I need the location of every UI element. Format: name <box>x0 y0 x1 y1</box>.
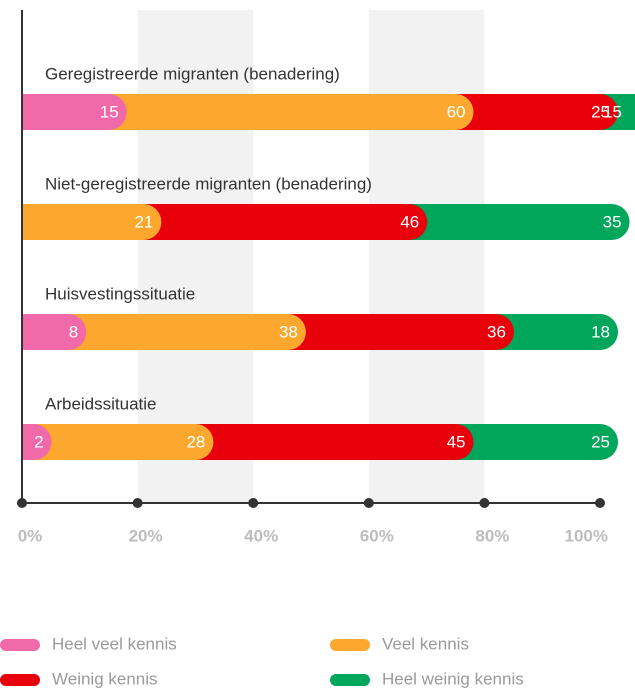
bar-segment <box>50 314 306 350</box>
value-label: 8 <box>69 322 78 341</box>
value-label: 21 <box>134 212 153 231</box>
value-label: 18 <box>591 322 610 341</box>
bar-segment <box>437 424 618 460</box>
x-tick-label: 60% <box>360 526 394 545</box>
tick-dot <box>17 498 27 508</box>
value-label: 15 <box>100 102 119 121</box>
category-label: Huisvestingssituatie <box>45 284 195 303</box>
value-label: 36 <box>487 322 506 341</box>
bar-segment <box>477 314 618 350</box>
category-label: Niet-geregistreerde migranten (benaderin… <box>45 174 372 193</box>
bar-segment <box>22 314 87 350</box>
bar-segment <box>391 204 630 240</box>
value-label: 2 <box>34 432 43 451</box>
legend-label: Veel kennis <box>382 634 469 653</box>
value-label: 28 <box>186 432 205 451</box>
value-label: 35 <box>603 212 622 231</box>
tick-dot <box>363 498 374 508</box>
legend-swatch <box>0 674 40 686</box>
legend-label: Weinig kennis <box>52 669 158 688</box>
value-label: 25 <box>591 102 610 121</box>
value-label: 60 <box>447 102 466 121</box>
bar-segment <box>177 424 474 460</box>
x-tick-label: 40% <box>244 526 278 545</box>
x-tick-label: 20% <box>129 526 163 545</box>
legend-swatch <box>330 674 370 686</box>
value-label: 38 <box>279 322 298 341</box>
bar-segment <box>269 314 514 350</box>
bar-segment <box>22 424 214 460</box>
grid-band <box>368 10 485 503</box>
bar-segment <box>90 94 474 130</box>
legend-swatch <box>0 639 40 651</box>
x-tick-label: 100% <box>565 526 608 545</box>
value-label: 15 <box>603 102 622 121</box>
value-label: 45 <box>447 432 466 451</box>
value-label: 25 <box>591 432 610 451</box>
value-label: 46 <box>400 212 419 231</box>
tick-dot <box>595 498 605 508</box>
legend-label: Heel weinig kennis <box>382 669 524 688</box>
legend-label: Heel veel kennis <box>52 634 177 653</box>
grid-band <box>137 10 254 503</box>
category-label: Arbeidssituatie <box>45 394 157 413</box>
bar-segment <box>125 204 428 240</box>
x-tick-label: 80% <box>475 526 509 545</box>
bar-segment <box>22 424 52 460</box>
category-label: Geregistreerde migranten (benadering) <box>45 64 340 83</box>
x-tick-label: 0% <box>18 526 43 545</box>
legend-swatch <box>330 639 370 651</box>
tick-dot <box>479 498 490 508</box>
bar-segment <box>22 204 162 240</box>
bar-segment <box>22 94 127 130</box>
bar-segment <box>437 94 618 130</box>
tick-dot <box>248 498 259 508</box>
tick-dot <box>132 498 143 508</box>
